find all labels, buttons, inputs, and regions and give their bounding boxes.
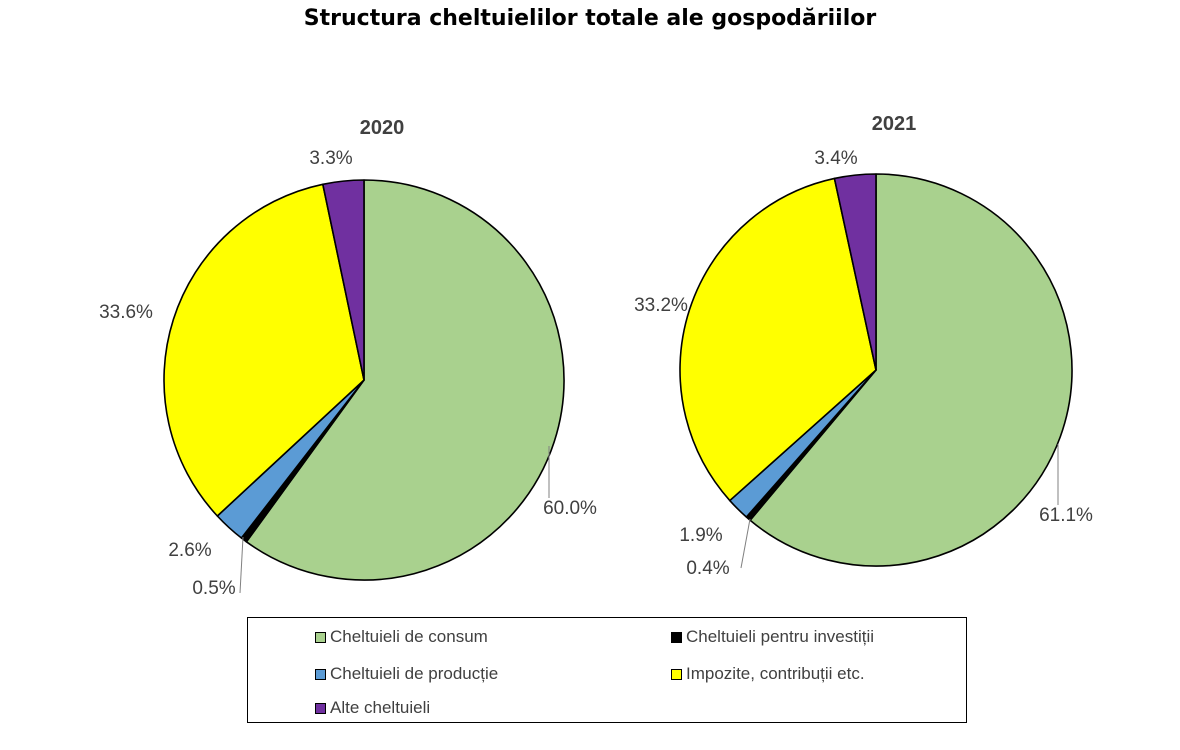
pie-slice-impozite xyxy=(679,177,877,502)
pie-slice-alte xyxy=(322,179,365,381)
legend-label: Impozite, contribuții etc. xyxy=(686,664,865,683)
data-label-alte: 3.4% xyxy=(814,148,857,169)
data-label-impozite: 33.6% xyxy=(99,302,153,323)
pie-slice-consum xyxy=(245,179,565,581)
leader-line-investitii xyxy=(239,536,244,594)
legend-item-consum: Cheltuieli de consum xyxy=(315,627,488,647)
legend-label: Cheltuieli de consum xyxy=(330,627,488,646)
data-label-alte: 3.3% xyxy=(309,148,352,169)
pie-title: 2020 xyxy=(360,117,405,139)
legend-swatch-productie xyxy=(315,668,326,680)
legend-item-alte: Alte cheltuieli xyxy=(315,698,430,718)
data-label-investitii: 0.4% xyxy=(686,558,729,579)
pie-slice-impozite xyxy=(163,183,365,517)
data-label-productie: 2.6% xyxy=(168,540,211,561)
data-label-consum: 60.0% xyxy=(543,498,597,519)
pie-slice-alte xyxy=(833,173,877,371)
legend-swatch-impozite xyxy=(671,668,682,680)
pie-slice-consum xyxy=(749,173,1073,567)
legend-label: Alte cheltuieli xyxy=(330,698,431,717)
chart-legend: Cheltuieli de consum Cheltuieli pentru in… xyxy=(247,617,967,723)
data-label-consum: 61.1% xyxy=(1039,505,1093,526)
legend-item-productie: Cheltuieli de producție xyxy=(315,664,498,684)
leader-line-investitii xyxy=(740,518,751,569)
legend-swatch-investitii xyxy=(671,631,682,643)
legend-label: Cheltuieli pentru investiții xyxy=(686,627,875,646)
pie-title: 2021 xyxy=(872,113,917,135)
data-label-productie: 1.9% xyxy=(679,525,722,546)
legend-item-impozite: Impozite, contribuții etc. xyxy=(671,664,865,684)
chart-title: Structura cheltuielilor totale ale gospo… xyxy=(303,6,877,31)
pie-chart-2021: 2021 61.1% 0.4% 1.9% 33.2% 3.4% xyxy=(634,113,1093,579)
legend-label: Cheltuieli de producție xyxy=(330,664,499,683)
pie-chart-2020: 2020 60.0% 0.5% 2.6% 33.6% 3.3% xyxy=(99,117,597,599)
legend-item-investitii: Cheltuieli pentru investiții xyxy=(671,627,874,647)
legend-swatch-consum xyxy=(315,631,326,643)
data-label-impozite: 33.2% xyxy=(634,295,688,316)
pie-charts-figure: 2020 60.0% 0.5% 2.6% 33.6% 3.3% 2021 61.1% 0.4% 1… xyxy=(99,113,1093,599)
data-label-investitii: 0.5% xyxy=(192,578,235,599)
legend-swatch-alte xyxy=(315,702,326,714)
